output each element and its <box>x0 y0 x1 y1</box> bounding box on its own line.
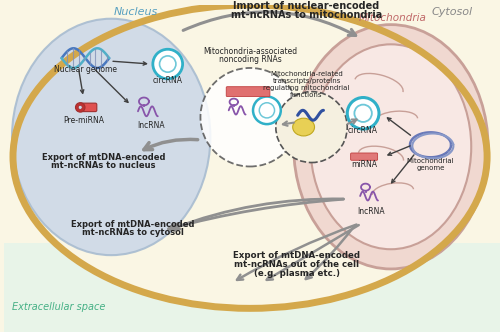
Text: Nucleus: Nucleus <box>114 7 158 17</box>
FancyArrowPatch shape <box>388 146 410 155</box>
FancyArrowPatch shape <box>306 226 354 279</box>
Ellipse shape <box>12 19 210 255</box>
FancyArrowPatch shape <box>283 122 294 126</box>
Text: Mitochondria-related: Mitochondria-related <box>270 71 343 77</box>
Circle shape <box>76 103 85 112</box>
Text: Export of mtDNA-encoded: Export of mtDNA-encoded <box>72 219 195 229</box>
FancyArrowPatch shape <box>388 118 410 135</box>
Ellipse shape <box>292 118 314 136</box>
FancyBboxPatch shape <box>226 87 270 97</box>
FancyArrowPatch shape <box>96 70 128 102</box>
Text: circRNA: circRNA <box>152 76 182 85</box>
FancyArrowPatch shape <box>237 224 356 280</box>
Text: genome: genome <box>416 165 445 171</box>
Text: Extracellular space: Extracellular space <box>12 302 106 312</box>
FancyArrowPatch shape <box>183 12 356 36</box>
Circle shape <box>348 98 379 129</box>
FancyArrowPatch shape <box>113 61 146 65</box>
Text: miRNA: miRNA <box>351 160 377 169</box>
Text: lncRNA: lncRNA <box>137 121 164 130</box>
FancyArrowPatch shape <box>266 225 358 280</box>
FancyBboxPatch shape <box>80 103 97 112</box>
Circle shape <box>153 49 182 79</box>
Text: regulating mitochondrial: regulating mitochondrial <box>264 85 350 91</box>
Text: circRNA: circRNA <box>348 126 378 135</box>
Text: transcripts/proteins: transcripts/proteins <box>272 78 341 84</box>
Ellipse shape <box>13 5 487 308</box>
FancyArrowPatch shape <box>173 199 344 229</box>
Text: mt-ncRNAs out of the cell: mt-ncRNAs out of the cell <box>234 260 359 269</box>
Text: mt-ncRNAs to mitochondria: mt-ncRNAs to mitochondria <box>231 10 382 20</box>
Text: Cytosol: Cytosol <box>432 7 473 17</box>
Circle shape <box>276 92 347 163</box>
FancyArrowPatch shape <box>348 120 356 124</box>
Circle shape <box>200 68 300 166</box>
FancyArrowPatch shape <box>392 155 414 183</box>
Text: noncoding RNAs: noncoding RNAs <box>218 55 282 64</box>
FancyArrowPatch shape <box>168 199 344 230</box>
Circle shape <box>78 105 82 109</box>
Text: functions: functions <box>290 92 323 98</box>
Text: Nuclear genome: Nuclear genome <box>54 65 117 74</box>
Ellipse shape <box>294 25 488 269</box>
Text: Mitochondria: Mitochondria <box>359 13 427 23</box>
FancyArrowPatch shape <box>144 139 198 150</box>
FancyBboxPatch shape <box>350 153 378 160</box>
Text: Mitochondria-associated: Mitochondria-associated <box>203 47 297 56</box>
Text: Pre-miRNA: Pre-miRNA <box>63 116 104 125</box>
Text: Export of mtDNA-encoded: Export of mtDNA-encoded <box>233 251 360 260</box>
Text: Mitochondrial: Mitochondrial <box>407 158 455 164</box>
FancyArrowPatch shape <box>79 71 84 93</box>
Text: lncRNA: lncRNA <box>357 207 385 216</box>
Text: mt-ncRNAs to cytosol: mt-ncRNAs to cytosol <box>82 228 184 237</box>
Bar <box>4 243 500 332</box>
Ellipse shape <box>310 44 471 249</box>
Text: Export of mtDNA-encoded: Export of mtDNA-encoded <box>42 153 165 162</box>
Text: Import of nuclear-encoded: Import of nuclear-encoded <box>234 1 380 11</box>
Circle shape <box>253 97 281 124</box>
Text: mt-ncRNAs to nucleus: mt-ncRNAs to nucleus <box>51 161 156 170</box>
Text: (e.g. plasma etc.): (e.g. plasma etc.) <box>254 269 340 278</box>
